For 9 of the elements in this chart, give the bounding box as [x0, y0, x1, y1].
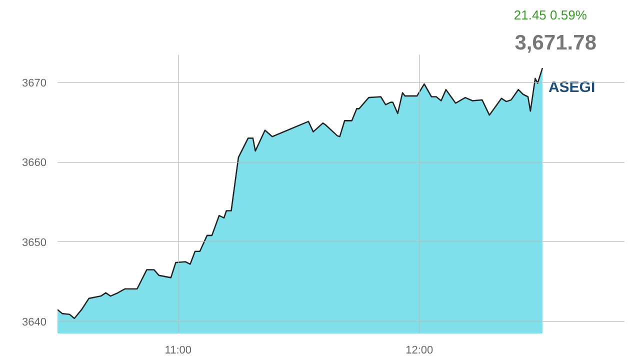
y-tick-label: 3640 — [22, 316, 47, 329]
chart-subtitle: 21.45 0.59% — [514, 8, 588, 22]
x-tick-label: 12:00 — [406, 344, 434, 356]
y-tick-label: 3650 — [22, 236, 47, 249]
x-tick-label: 11:00 — [164, 344, 192, 356]
series-label: ASEGI — [548, 79, 596, 96]
y-tick-label: 3670 — [22, 77, 47, 90]
y-tick-label: 3660 — [22, 157, 47, 170]
chart-title: 3,671.78 — [514, 32, 597, 54]
